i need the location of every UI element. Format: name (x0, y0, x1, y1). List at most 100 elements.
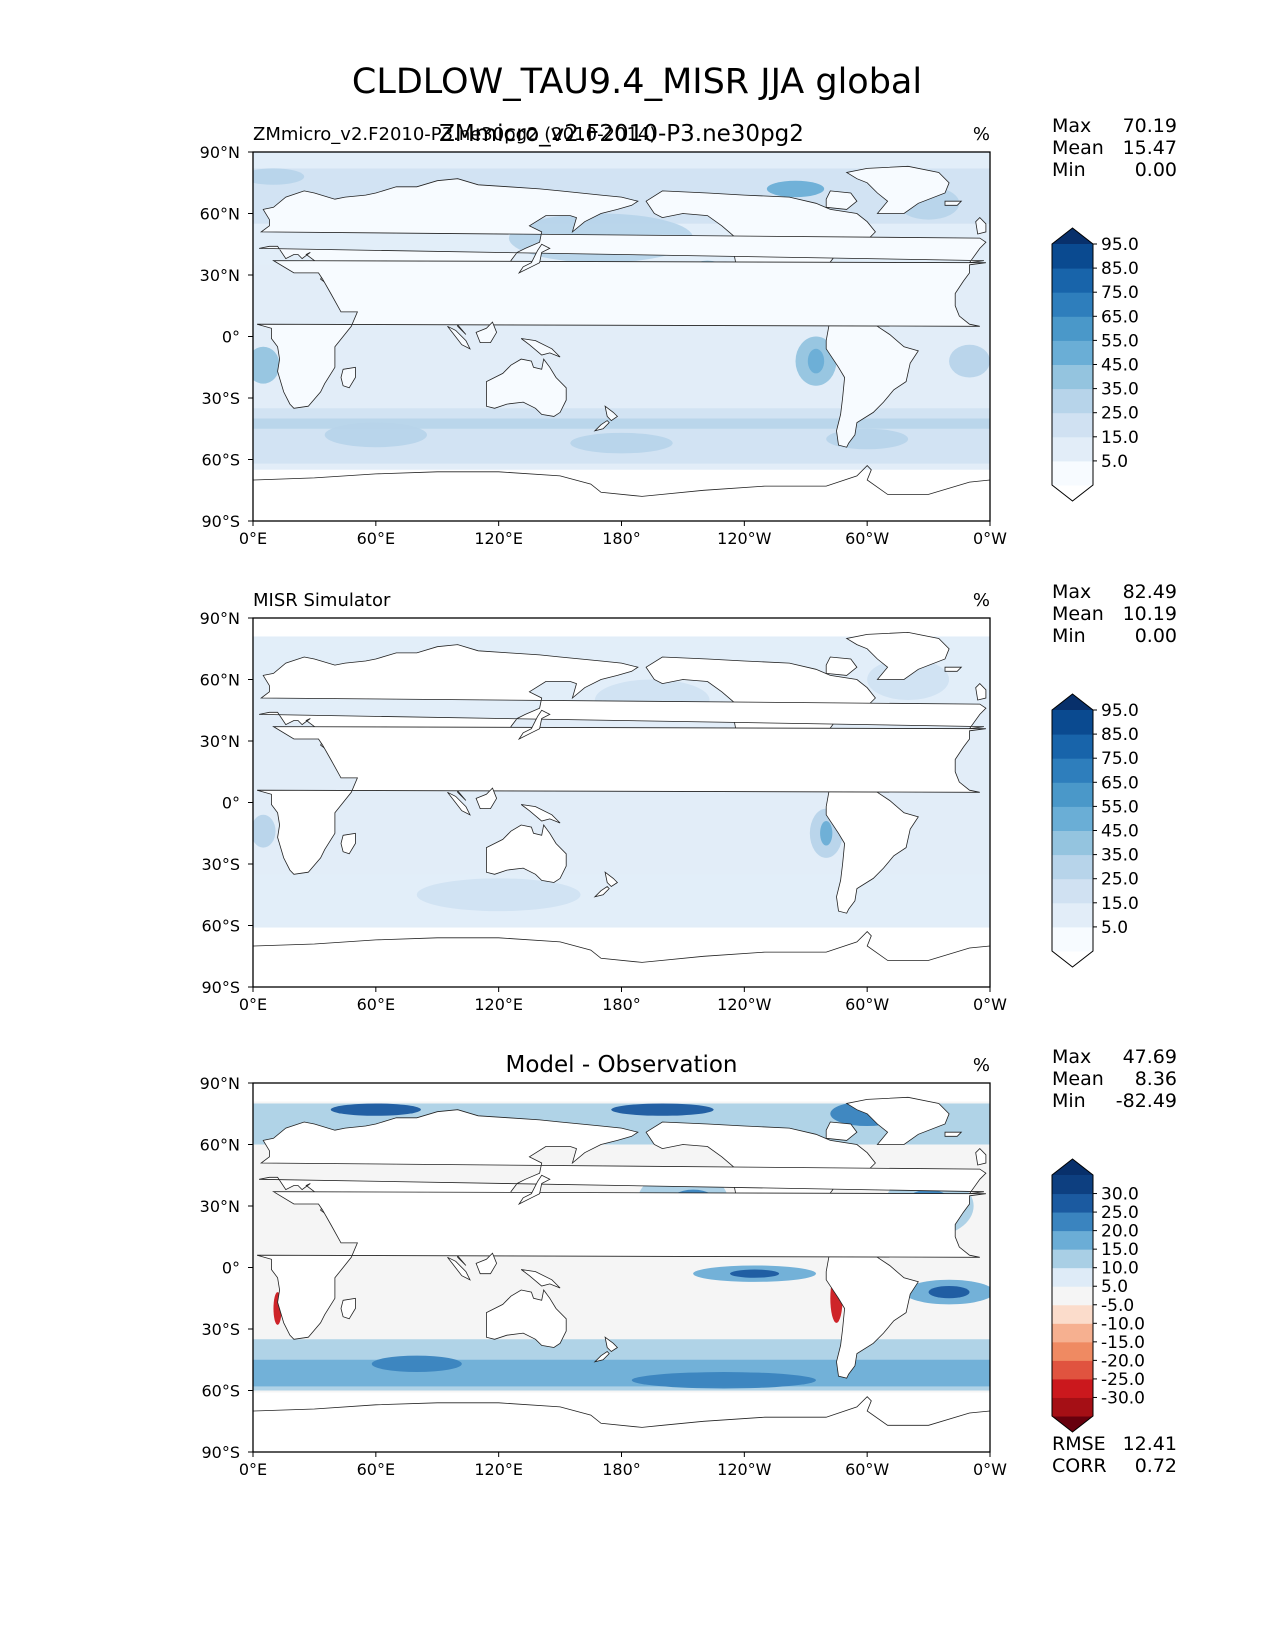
x-tick-label: 60°W (845, 529, 889, 548)
colorbar-tick-label: -20.0 (1101, 1351, 1145, 1371)
colorbar-segment (1052, 1341, 1093, 1361)
x-tick-label: 120°W (717, 995, 772, 1014)
coastline-nzNorth (604, 405, 619, 422)
coastline-newGuinea (520, 804, 561, 824)
y-tick-label: 60°N (200, 205, 240, 224)
colorbar-tick-label: 95.0 (1101, 701, 1139, 721)
coastline-madagascar (340, 832, 356, 855)
contour-band (253, 1359, 990, 1387)
colorbar-segment (1052, 1249, 1093, 1269)
colorbar-extend-high (1052, 1159, 1093, 1175)
stat-label: Mean (1052, 603, 1104, 625)
panel-left-label: ZMmicro_v2.F2010-P3.ne30pg2 (2010-2014) (253, 124, 656, 145)
colorbar-tick-label: 95.0 (1101, 235, 1139, 255)
panel-model: 0°E 60°E 120°E 180° 120°W 60°W 0°W 90°N 60°N 30°N… (200, 115, 1177, 548)
stat-label: Min (1052, 159, 1086, 181)
colorbar-diff: -30.0-25.0-20.0-15.0-10.0-5.05.010.015.0… (1051, 1158, 1145, 1433)
colorbar-tick-label: 85.0 (1101, 259, 1139, 279)
colorbar-segment (1052, 1378, 1093, 1398)
colorbar-tick-label: 45.0 (1101, 822, 1139, 842)
colorbar-segment (1052, 1286, 1093, 1306)
colorbar-outline (1051, 1158, 1094, 1433)
y-tick-label: 30°S (201, 855, 240, 874)
coastline-nzNorth (604, 1336, 619, 1353)
colorbar-segment (1052, 854, 1093, 880)
contour-band (253, 418, 990, 429)
figure-title: CLDLOW_TAU9.4_MISR JJA global (352, 62, 922, 102)
coastline-greenland (845, 1096, 950, 1145)
coastline-australia (486, 1289, 567, 1348)
panel-left-label: MISR Simulator (253, 590, 391, 611)
map-area-diff (253, 1083, 990, 1452)
colorbar-segment (1052, 1193, 1093, 1213)
y-tick-label: 0° (222, 328, 240, 347)
colorbar-extend-low (1052, 1416, 1093, 1432)
colorbar-tick-label: 75.0 (1101, 283, 1139, 303)
x-tick-label: 60°W (845, 995, 889, 1014)
coastline-nzNorth (604, 871, 619, 888)
colorbar-segment (1052, 1175, 1093, 1195)
x-tick-label: 0°E (239, 1460, 267, 1479)
y-tick-label: 60°N (200, 671, 240, 690)
colorbar-segment (1052, 830, 1093, 856)
x-tick-label: 0°W (973, 529, 1007, 548)
coastline-uk (975, 683, 987, 701)
x-tick-label: 180° (602, 529, 641, 548)
y-tick-label: 30°S (201, 1320, 240, 1339)
colorbar-segment (1052, 460, 1093, 486)
contour-blob (949, 344, 990, 378)
panel-units: % (973, 124, 990, 145)
coastline-nzSouth (593, 885, 610, 898)
stat-label: Max (1052, 581, 1091, 603)
x-tick-label: 120°E (474, 529, 523, 548)
stat-value: -82.49 (1116, 1090, 1177, 1112)
coastline-iceland (944, 666, 963, 672)
colorbar-segment (1052, 758, 1093, 783)
stat-value: 8.36 (1135, 1068, 1177, 1090)
stat-value: 70.19 (1123, 115, 1177, 137)
stat-value: 0.00 (1135, 625, 1177, 647)
contour-blob (416, 878, 581, 912)
colorbar-outline (1051, 693, 1094, 968)
contour-blob (928, 1285, 970, 1299)
colorbar-segment (1052, 1212, 1093, 1232)
y-tick-label: 30°N (200, 266, 240, 285)
coastline-africa (256, 726, 986, 875)
stat-label: RMSE (1052, 1433, 1106, 1455)
coastline-japan (517, 243, 551, 274)
stat-label: Min (1052, 625, 1086, 647)
coastline-nzSouth (593, 420, 610, 432)
coastline-baffin (825, 190, 858, 210)
colorbar-obs: 5.0 15.0 25.0 35.0 45.0 55.0 65.0 75.0 85.0 95.0 (1051, 693, 1139, 968)
colorbar-tick-label: 15.0 (1101, 894, 1139, 914)
colorbar-segment (1052, 1397, 1093, 1417)
colorbar-segment (1052, 1304, 1093, 1324)
colorbar-tick-label: -15.0 (1101, 1333, 1145, 1353)
x-tick-label: 0°E (239, 529, 267, 548)
no-data-north (253, 1083, 990, 1102)
map-area-model (253, 152, 990, 521)
y-tick-label: 90°S (201, 1443, 240, 1462)
colorbar-segment (1052, 292, 1093, 317)
colorbar-segment (1052, 806, 1093, 831)
x-tick-label: 120°W (717, 529, 772, 548)
coastline-baffin (825, 656, 858, 676)
stat-label: CORR (1052, 1455, 1107, 1477)
colorbar-segment (1052, 734, 1093, 759)
x-tick-label: 120°E (474, 1460, 523, 1479)
contour-blob (253, 168, 305, 185)
colorbar-tick-label: 5.0 (1101, 1277, 1128, 1297)
colorbar-extend-high (1052, 228, 1093, 244)
colorbar-tick-label: 10.0 (1101, 1259, 1139, 1279)
stat-value: 10.19 (1123, 603, 1177, 625)
colorbar-tick-label: 30.0 (1101, 1185, 1139, 1205)
colorbar-segment (1052, 316, 1093, 341)
colorbar-extend-low (1052, 951, 1093, 967)
stat-value: 15.47 (1123, 137, 1177, 159)
coastline-iceland (944, 1131, 963, 1137)
coastline-sumatra (447, 1256, 471, 1281)
colorbar-tick-label: -10.0 (1101, 1314, 1145, 1334)
colorbar-tick-label: 55.0 (1101, 797, 1139, 817)
colorbar-segment (1052, 878, 1093, 904)
coastline-madagascar (340, 1297, 356, 1320)
